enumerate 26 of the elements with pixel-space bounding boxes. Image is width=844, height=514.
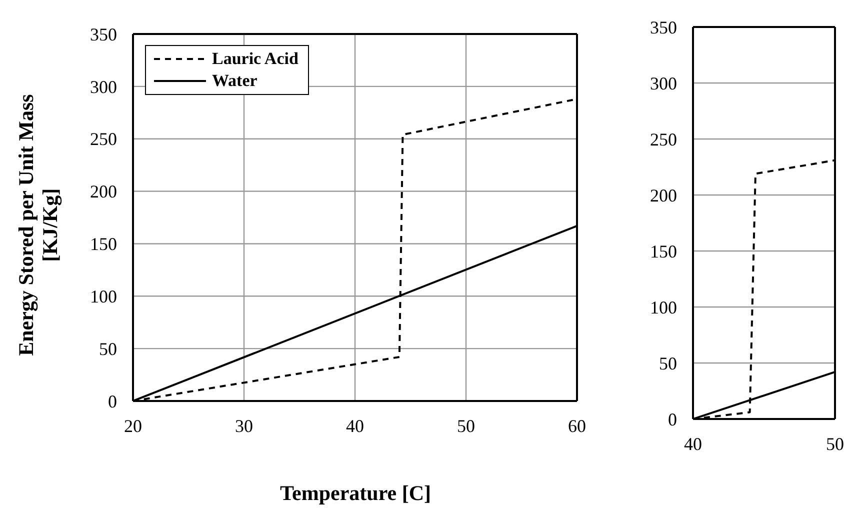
x-tick-label: 60 — [568, 416, 586, 436]
x-tick-label: 50 — [457, 416, 475, 436]
y-tick-label: 350 — [90, 24, 117, 44]
y-tick-label: 150 — [650, 241, 677, 262]
y-tick-label: 0 — [108, 391, 117, 412]
y-tick-label: 200 — [90, 182, 117, 202]
y-tick-label: 300 — [90, 76, 117, 97]
y-tick-label: 300 — [650, 73, 677, 94]
x-tick-label: 40 — [346, 416, 364, 436]
x-axis-title: Temperature [C] — [278, 481, 432, 506]
y-tick-label: 250 — [90, 129, 117, 150]
y-tick-label: 200 — [650, 185, 677, 206]
y-tick-label: 150 — [90, 234, 117, 254]
x-tick-label: 30 — [235, 416, 253, 436]
y-tick-label: 100 — [90, 286, 117, 307]
legend-label: Lauric Acid — [212, 48, 298, 70]
y-tick-label: 100 — [650, 297, 677, 318]
y-tick-label: 50 — [99, 338, 117, 359]
y-tick-label: 50 — [659, 353, 677, 374]
y-tick-label: 250 — [650, 129, 677, 150]
x-tick-label: 20 — [124, 416, 142, 436]
y-tick-label: 0 — [668, 409, 677, 430]
y-tick-label: 350 — [650, 17, 677, 38]
legend-label: Water — [212, 70, 258, 92]
y-axis-title: Energy Stored per Unit Mass [KJ/Kg] — [14, 92, 62, 358]
x-tick-label: 40 — [684, 434, 702, 454]
